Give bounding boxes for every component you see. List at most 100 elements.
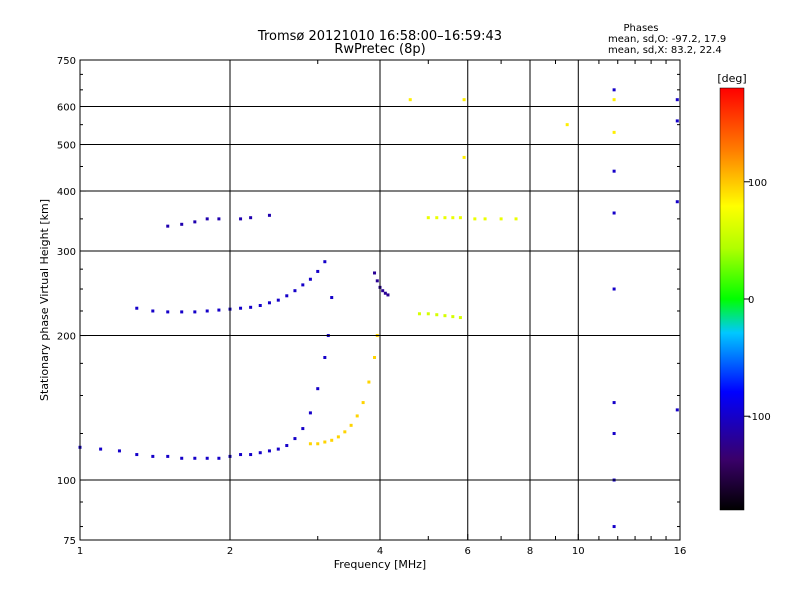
echo-point-t5-0 [426,216,430,220]
colorbar-label: [deg] [717,72,746,85]
echo-point-t4-3 [381,289,385,293]
echo-point-t1-2 [323,440,327,444]
echo-point-t5-7 [499,217,503,221]
echo-point-t2-13 [285,294,289,298]
echo-point-t0-18 [301,427,305,431]
x-tick-label-4: 8 [527,546,533,557]
echo-point-t1-6 [349,423,353,427]
echo-point-t1-3 [330,438,334,442]
phase-colorbar [719,87,745,511]
echo-point-t9-0 [675,408,679,412]
echo-point-t2-11 [267,301,271,305]
echo-point-t1-4 [336,435,340,439]
x-axis-label: Frequency [MHz] [334,558,426,571]
echo-point-t8-3 [565,123,569,127]
y-tick-label-6: 600 [57,103,76,114]
echo-point-t6-4 [451,315,455,319]
echo-point-t0-7 [193,456,197,460]
echo-point-t0-11 [239,453,243,457]
echo-point-t5-3 [451,216,455,220]
grid-lines [80,60,680,540]
echo-point-t8-2 [462,155,466,159]
echo-point-t4-0 [373,271,377,275]
echo-point-t0-13 [258,451,262,455]
echo-point-t0-20 [316,387,320,391]
y-axis-label: Stationary phase Virtual Height [km] [38,199,51,401]
echo-point-t6-2 [435,313,439,317]
echo-point-t0-3 [135,453,139,457]
echo-point-t0-8 [205,456,209,460]
echo-point-t3-6 [249,216,253,220]
echo-point-t7-2 [612,432,616,436]
echo-point-t1-7 [355,414,359,418]
echo-point-t6-1 [426,312,430,316]
echo-point-t7-4 [612,287,616,291]
scatter-points [78,88,679,529]
x-tick-label-6: 16 [674,546,687,557]
phases-o-stats: mean, sd,O: -97.2, 17.9 [608,34,726,45]
echo-point-t4-1 [375,279,379,283]
y-tick-label-4: 400 [57,187,76,198]
echo-point-t2-3 [180,310,184,314]
echo-point-t2-15 [301,283,305,287]
echo-point-t7-6 [612,169,616,173]
axis-ticks: 1 2 4 6 8 10 16 75 100 200 300 400 500 600 750 [57,56,686,557]
colorbar-ticks: 100 0 -100 [744,178,771,423]
echo-point-t1-9 [367,380,371,384]
echo-point-t5-5 [473,217,477,221]
echo-point-t0-4 [151,454,155,458]
echo-point-t2-1 [151,309,155,313]
echo-point-t7-7 [612,88,616,92]
echo-point-t2-14 [293,289,297,293]
echo-point-t2-12 [276,298,280,302]
echo-point-t8-4 [612,98,616,102]
x-tick-label-0: 1 [77,546,83,557]
phases-heading: Phases [623,23,658,34]
echo-point-t0-15 [276,447,280,451]
echo-point-t3-3 [205,217,209,221]
echo-point-t0-5 [166,454,170,458]
echo-point-t7-3 [612,401,616,405]
echo-point-t2-17 [316,269,320,273]
echo-point-t5-6 [483,217,487,221]
y-tick-label-0: 75 [63,536,76,547]
echo-point-t3-2 [193,220,197,224]
echo-point-t0-2 [117,449,121,453]
echo-point-t0-14 [267,449,271,453]
echo-point-t3-0 [166,224,170,228]
y-tick-label-2: 200 [57,332,76,343]
echo-point-t1-5 [343,430,347,434]
echo-point-t8-0 [408,98,412,102]
colorbar-tick-label-2: -100 [748,412,771,423]
echo-point-t2-16 [308,277,312,281]
echo-point-t0-19 [308,411,312,415]
echo-point-t2-8 [239,306,243,310]
echo-point-t1-1 [316,442,320,446]
chart-title: Tromsø 20121010 16:58:00–16:59:43 [257,29,502,44]
echo-point-t2-9 [249,305,253,309]
echo-point-t0-1 [99,447,103,451]
echo-point-t5-2 [443,216,447,220]
y-tick-label-7: 750 [57,56,76,67]
echo-point-t2-6 [217,308,221,312]
echo-point-t0-21 [323,355,327,359]
echo-point-t2-18 [323,260,327,264]
chart-subtitle: RwPretec (8p) [334,42,425,57]
x-tick-label-2: 4 [377,546,383,557]
x-tick-label-5: 10 [572,546,585,557]
x-tick-label-3: 6 [465,546,471,557]
echo-point-t3-7 [267,213,271,217]
echo-point-t5-8 [514,217,518,221]
echo-point-t2-5 [205,309,209,313]
echo-point-t6-5 [458,316,462,320]
echo-point-t8-5 [612,130,616,134]
y-tick-label-5: 500 [57,141,76,152]
echo-point-t0-23 [330,296,334,300]
colorbar-tick-label-1: 0 [748,295,754,306]
echo-point-t0-16 [285,444,289,448]
echo-point-t3-4 [217,217,221,221]
y-tick-label-1: 100 [57,476,76,487]
echo-point-t1-10 [373,355,377,359]
colorbar-tick-label-0: 100 [748,178,767,189]
